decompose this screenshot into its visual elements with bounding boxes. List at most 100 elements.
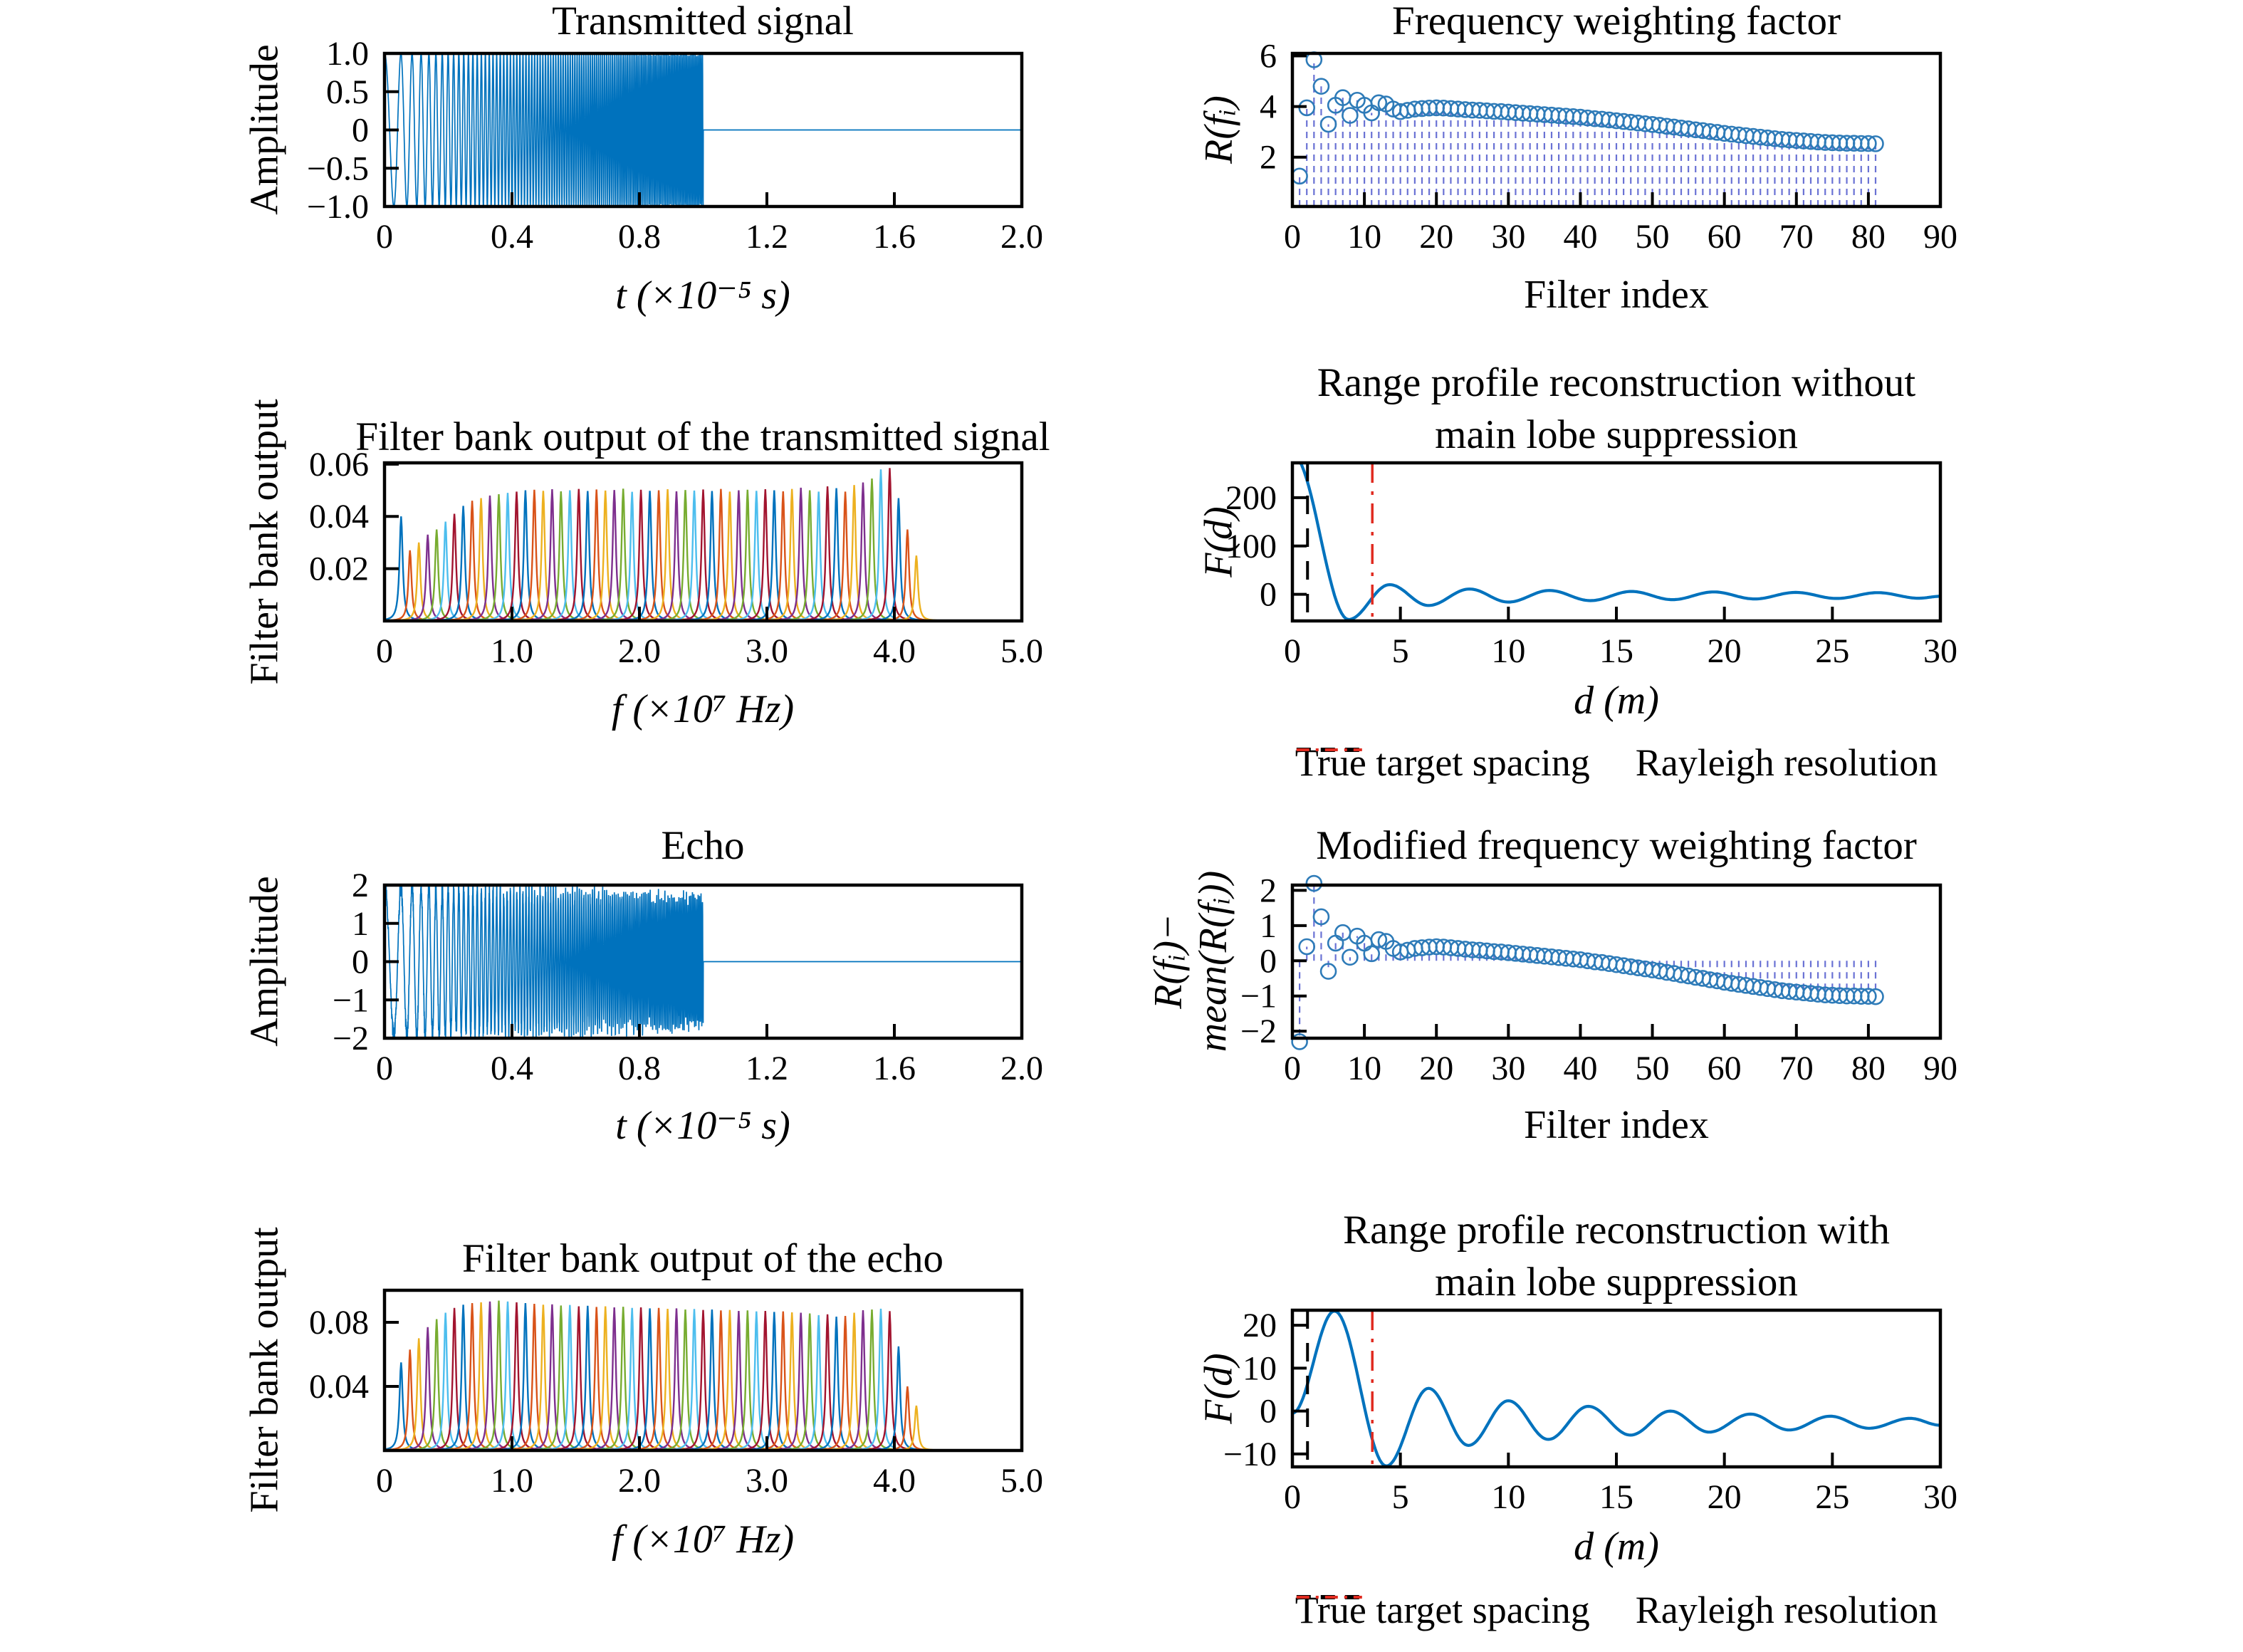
stem-marker — [1370, 94, 1388, 112]
stem-marker — [1298, 938, 1316, 956]
signal-trace — [385, 885, 1022, 1038]
y-tick-label: 200 — [1225, 479, 1277, 517]
x-tick-label: 50 — [1636, 218, 1670, 256]
x-tick-label: 10 — [1491, 1478, 1525, 1516]
x-tick-label: 80 — [1851, 1050, 1886, 1087]
x-tick-label: 0 — [1284, 632, 1301, 670]
y-tick-label: −2 — [1240, 1013, 1277, 1050]
x-tick-label: 40 — [1563, 218, 1597, 256]
stem-marker — [1319, 963, 1337, 980]
y-tick-label: 20 — [1243, 1307, 1277, 1344]
x-tick-label: 5.0 — [1000, 632, 1043, 670]
y-tick-label: −10 — [1223, 1436, 1277, 1473]
chart-title: Transmitted signal — [552, 0, 854, 43]
filter-bank-echo-plot: 0 1.0 2.0 3.0 4.0 5.0 0.08 0.04 — [309, 1288, 1043, 1500]
stem-marker — [1363, 945, 1381, 963]
x-tick-label: 2.0 — [618, 632, 661, 670]
y-tick-label: 1 — [1260, 907, 1277, 945]
legend-label: Rayleigh resolution — [1635, 1589, 1938, 1631]
x-tick-label: 3.0 — [746, 1462, 788, 1500]
x-axis-label: d (m) — [1574, 1525, 1659, 1569]
y-tick-label: 2 — [352, 867, 369, 904]
x-tick-label: 0.8 — [618, 1050, 661, 1087]
chart-title: Frequency weighting factor — [1392, 0, 1841, 43]
legend-label: True target spacing — [1295, 1589, 1590, 1631]
panel-transmitted-signal: Transmitted signal Amplitude 0 0.4 0.8 1.2 1… — [214, 0, 1068, 399]
y-tick-label: 0.06 — [309, 446, 369, 483]
y-tick-label: −1 — [333, 981, 369, 1019]
stem-marker — [1312, 78, 1330, 95]
x-tick-label: 30 — [1923, 1478, 1957, 1516]
signal-trace — [385, 53, 1022, 206]
plot-area — [1299, 463, 1940, 621]
chart-title: Echo — [661, 823, 745, 868]
filter-bank-transmitted-plot: 0 1.0 2.0 3.0 4.0 5.0 0.06 0.04 0.02 — [309, 446, 1043, 670]
y-tick-label: −1 — [1240, 978, 1277, 1015]
range-profile-curve — [1292, 1310, 1940, 1467]
y-tick-label: 4 — [1260, 88, 1277, 126]
x-tick-label: 0 — [376, 1050, 393, 1087]
y-tick-label: 0.08 — [309, 1304, 369, 1342]
x-tick-label: 2.0 — [1000, 218, 1043, 256]
x-tick-label: 80 — [1851, 218, 1886, 256]
range-profile-without-plot: 0 5 10 15 20 25 30 200 100 0 — [1225, 461, 1957, 670]
x-tick-label: 25 — [1815, 1478, 1849, 1516]
panel-range-profile-with-suppression: Range profile reconstruction with main l… — [1111, 1203, 2037, 1652]
y-tick-label: −1.0 — [307, 188, 369, 226]
y-tick-label: 0 — [1260, 942, 1277, 980]
x-tick-label: 0 — [376, 218, 393, 256]
x-tick-label: 20 — [1708, 1478, 1742, 1516]
x-tick-label: 5 — [1392, 1478, 1409, 1516]
y-tick-label: 0 — [1260, 1393, 1277, 1431]
x-tick-label: 0 — [1284, 1050, 1301, 1087]
transmitted-signal-plot: 0 0.4 0.8 1.2 1.6 2.01.00.50−0.5−1.0 — [307, 35, 1043, 256]
range-profile-curve — [1299, 463, 1940, 621]
panel-filter-bank-echo: Filter bank output of the echo Filter ba… — [214, 1211, 1068, 1652]
stem-marker — [1319, 115, 1337, 133]
stem-marker — [1860, 135, 1877, 152]
panel-frequency-weighting-factor: Frequency weighting factor R(fᵢ) 0 10 20 30… — [1111, 0, 2037, 356]
x-axis-label: f (×10⁷ Hz) — [611, 687, 795, 731]
x-tick-label: 15 — [1599, 632, 1633, 670]
x-tick-label: 1.2 — [746, 1050, 788, 1087]
panel-range-profile-without-suppression: Range profile reconstruction without mai… — [1111, 356, 2037, 805]
stem-marker — [1312, 908, 1330, 926]
stem-marker — [1860, 988, 1877, 1005]
axes-box — [382, 461, 1024, 623]
x-axis-label: Filter index — [1524, 273, 1709, 317]
x-tick-label: 15 — [1599, 1478, 1633, 1516]
x-tick-label: 50 — [1636, 1050, 1670, 1087]
x-tick-label: 0.8 — [618, 218, 661, 256]
x-tick-label: 2.0 — [1000, 1050, 1043, 1087]
legend-item-true-target-spacing: True target spacing — [1295, 1588, 1590, 1632]
legend-label: Rayleigh resolution — [1635, 741, 1938, 784]
chart-title: Modified frequency weighting factor — [1316, 823, 1917, 868]
legend-item-rayleigh-resolution: Rayleigh resolution — [1296, 741, 1938, 785]
x-tick-label: 3.0 — [746, 632, 788, 670]
panel-filter-bank-transmitted: Filter bank output of the transmitted si… — [214, 399, 1068, 805]
axes-box — [382, 1288, 1024, 1453]
chart-title: Filter bank output of the transmitted si… — [355, 414, 1050, 459]
x-axis-label: Filter index — [1524, 1103, 1709, 1147]
y-tick-label: 0.04 — [309, 498, 369, 535]
x-tick-label: 90 — [1923, 218, 1957, 256]
plot-area — [1299, 59, 1877, 206]
filter-peak — [862, 529, 953, 621]
x-tick-label: 30 — [1491, 1050, 1525, 1087]
x-tick-label: 30 — [1923, 632, 1957, 670]
axes-box — [1290, 1308, 1943, 1469]
x-tick-label: 40 — [1563, 1050, 1597, 1087]
legend-label: True target spacing — [1295, 741, 1590, 784]
x-tick-label: 2.0 — [618, 1462, 661, 1500]
x-tick-label: 0 — [376, 632, 393, 670]
stem-marker — [1342, 107, 1359, 124]
x-tick-label: 0.4 — [491, 218, 533, 256]
y-tick-label: 0.02 — [309, 550, 369, 588]
y-tick-label: 1.0 — [326, 35, 369, 73]
y-tick-label: 0.04 — [309, 1368, 369, 1406]
axes-box — [1290, 51, 1943, 209]
y-tick-label: 2 — [1260, 872, 1277, 909]
x-tick-label: 1.6 — [873, 218, 916, 256]
